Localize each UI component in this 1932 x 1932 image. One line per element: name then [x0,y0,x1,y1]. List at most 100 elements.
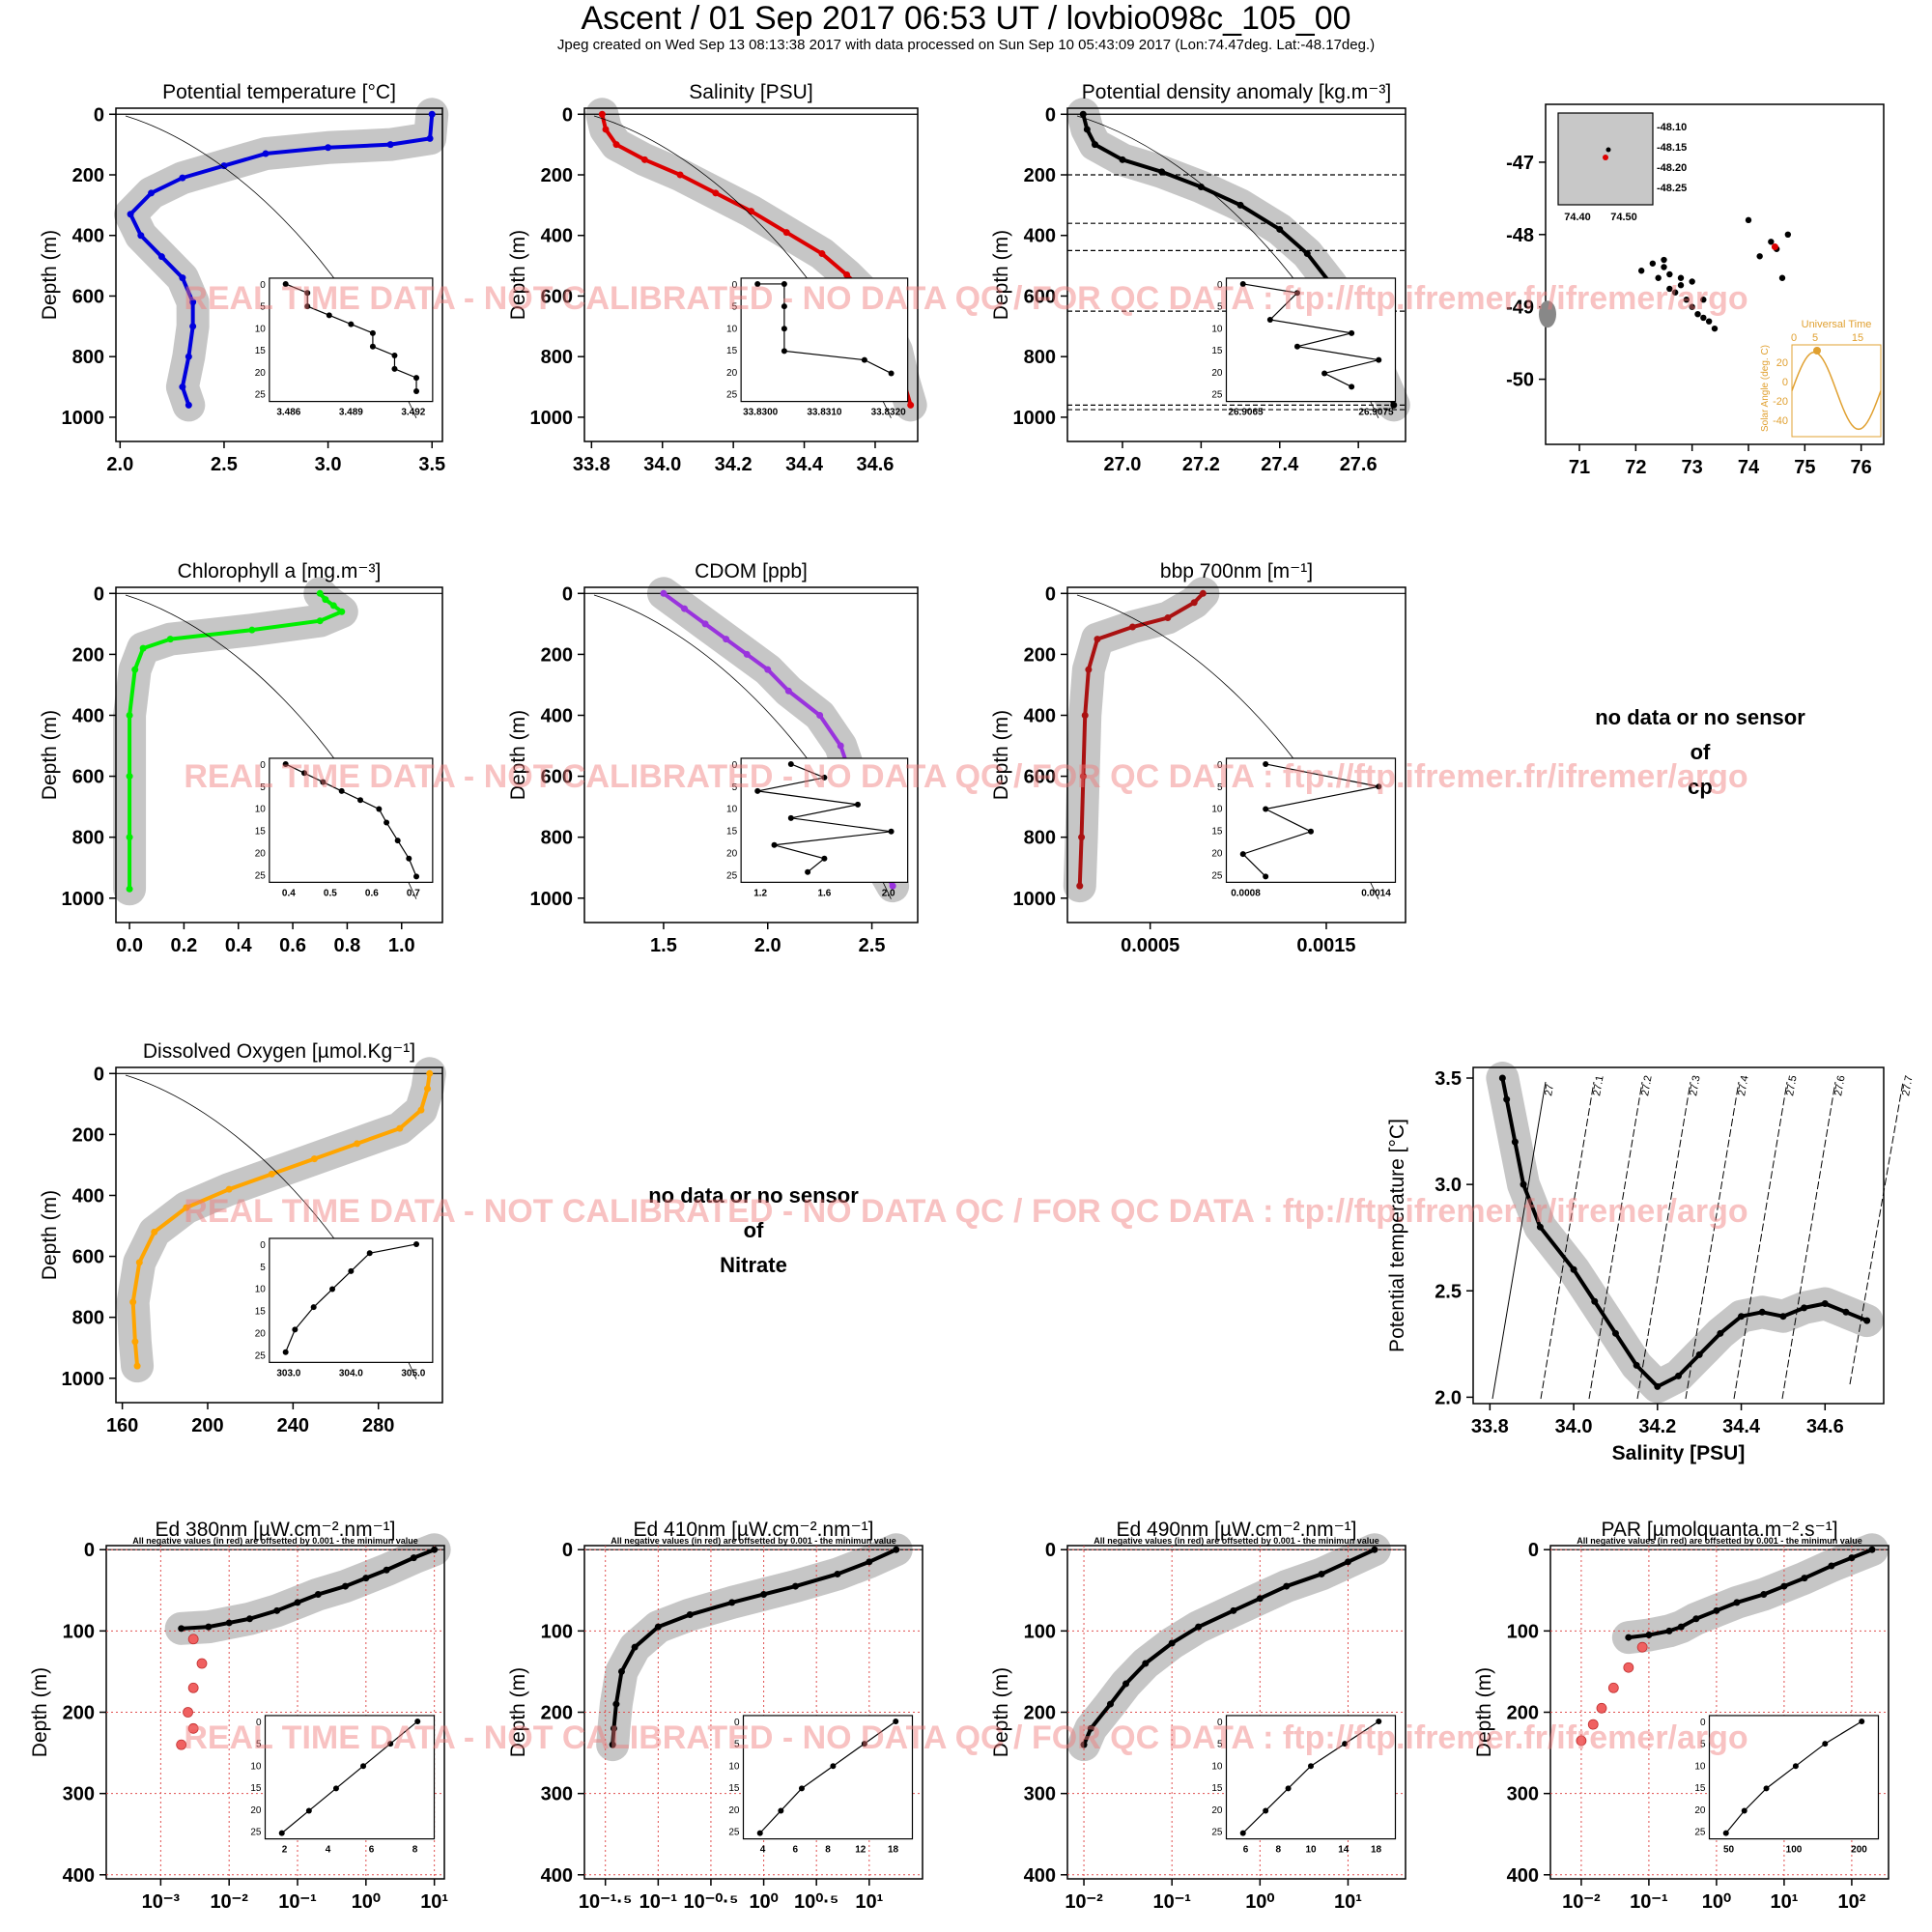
y-tick-label: 600 [541,767,573,788]
inset-x-label: 6 [1243,1845,1249,1856]
profile-point [907,401,915,409]
x-tick-label: 10⁰ [1245,1891,1274,1913]
inset-point [326,312,332,319]
negative-value-point [1576,1735,1587,1747]
inset-x-label: 304.0 [339,1368,363,1378]
profile-point [660,589,668,597]
y-tick-label: 800 [72,1308,104,1329]
profile-point [417,1106,425,1114]
inset-y-label: 0 [1217,1718,1223,1728]
inset-point [304,303,311,310]
y-tick-label: 100 [1024,1621,1056,1642]
profile-point [1142,1660,1150,1667]
chart-panel: Salinity [PSU]33.8 34.0 34.2 34.4 34.6020040… [507,81,927,475]
x-tick-label: 27.6 [1340,454,1378,475]
isopycnal-line [1781,1081,1836,1400]
isopycnal-label: 27.1 [1591,1074,1606,1096]
profile-point [1801,1575,1808,1582]
isopycnal-line [1849,1081,1904,1385]
chart-title: CDOM [ppb] [695,560,808,582]
profile-point [1625,1634,1633,1641]
x-tick-label: 10⁻¹ [278,1891,317,1913]
solar-curve [1791,351,1882,431]
inset-point [304,290,311,297]
profile-point [1848,1554,1856,1562]
inset-y-label: 20 [250,1805,262,1816]
profile-point [322,596,329,604]
profile-point [843,271,851,278]
profile-point [834,1570,841,1577]
y-tick-label: 1000 [1013,408,1057,429]
x-tick-label: 33.8 [573,454,611,475]
y-tick-label: 0 [562,1540,573,1561]
profile-point [1119,156,1126,163]
y-tick-label: 300 [541,1784,573,1805]
inset-y-label: 20 [726,848,738,859]
x-tick-label: 10⁻⁰·⁵ [683,1891,738,1913]
inset-x-label: 14 [1338,1845,1350,1856]
profile-point [598,110,606,118]
profile-point [893,1546,900,1553]
float-position [1689,303,1695,310]
inset-y-label: 5 [732,782,738,793]
inset-y-label: 15 [1211,346,1223,356]
inset-x-label: 8 [825,1845,831,1856]
solar-y-label: -40 [1773,415,1788,427]
inset-x-label: 100 [1786,1845,1803,1856]
float-position [1705,318,1713,325]
inset-x-label: 26.9075 [1358,408,1394,418]
profile-point [1713,1606,1720,1614]
inset-x-label: 0.5 [324,888,337,898]
inset-y-label: 0 [1217,760,1223,771]
x-tick-label: 10¹ [1334,1891,1362,1913]
inset-point [305,1807,312,1814]
profile-point [310,1155,318,1163]
inset-y-label: 10 [1211,805,1223,815]
inset-point [805,868,811,875]
profile-point [631,1643,639,1651]
profile-point [782,229,790,237]
inset-frame [740,277,909,403]
inset-y-label: 10 [255,1285,267,1295]
chart-note: All negative values (in red) are offsett… [611,1536,896,1546]
profile-point [185,353,192,360]
inset-point [781,303,787,310]
inset-line [285,763,417,877]
x-tick-label: 72 [1625,457,1646,478]
float-position [1661,256,1667,264]
inset-y-label: 20 [1694,1805,1706,1816]
profile-point [686,1611,694,1619]
inset-y-label: 0 [260,280,266,291]
float-position [1778,274,1786,281]
chart-panel: Ed 410nm [µW.cm⁻².nm⁻¹]All negative valu… [507,1519,923,1913]
profile-point [791,1582,799,1590]
inset-x-label: 3.489 [339,408,363,418]
inset-y-label: 15 [255,346,267,356]
y-tick-label: -47 [1506,153,1534,174]
x-tick-label: 0.4 [225,935,253,956]
y-tick-label: 100 [1507,1621,1539,1642]
inset-y-label: 25 [255,1350,267,1361]
x-tick-label: 10⁰ [1702,1891,1731,1913]
inset-point [310,1304,317,1311]
inset-point [406,855,412,862]
inset-point [338,787,345,794]
inset-point [1308,828,1314,835]
inset-point [357,797,364,804]
y-tick-label: 0 [1045,1540,1056,1561]
profile-point [151,1228,158,1236]
inset-x-label: 6 [369,1845,375,1856]
no-data-line: Nitrate [720,1253,787,1277]
x-tick-label: 73 [1682,457,1703,478]
inset-y-label: 0 [1217,280,1223,291]
y-tick-label: 2.0 [1435,1387,1462,1408]
inset-point [394,838,401,844]
solar-y-label: 0 [1782,377,1788,388]
historical-profiles [164,1533,451,1645]
negative-value-point [1587,1719,1599,1730]
inset-point [1741,1807,1747,1814]
inset-y-label: 20 [728,1805,740,1816]
profile-point [1079,110,1087,118]
negative-value-point [196,1658,208,1669]
